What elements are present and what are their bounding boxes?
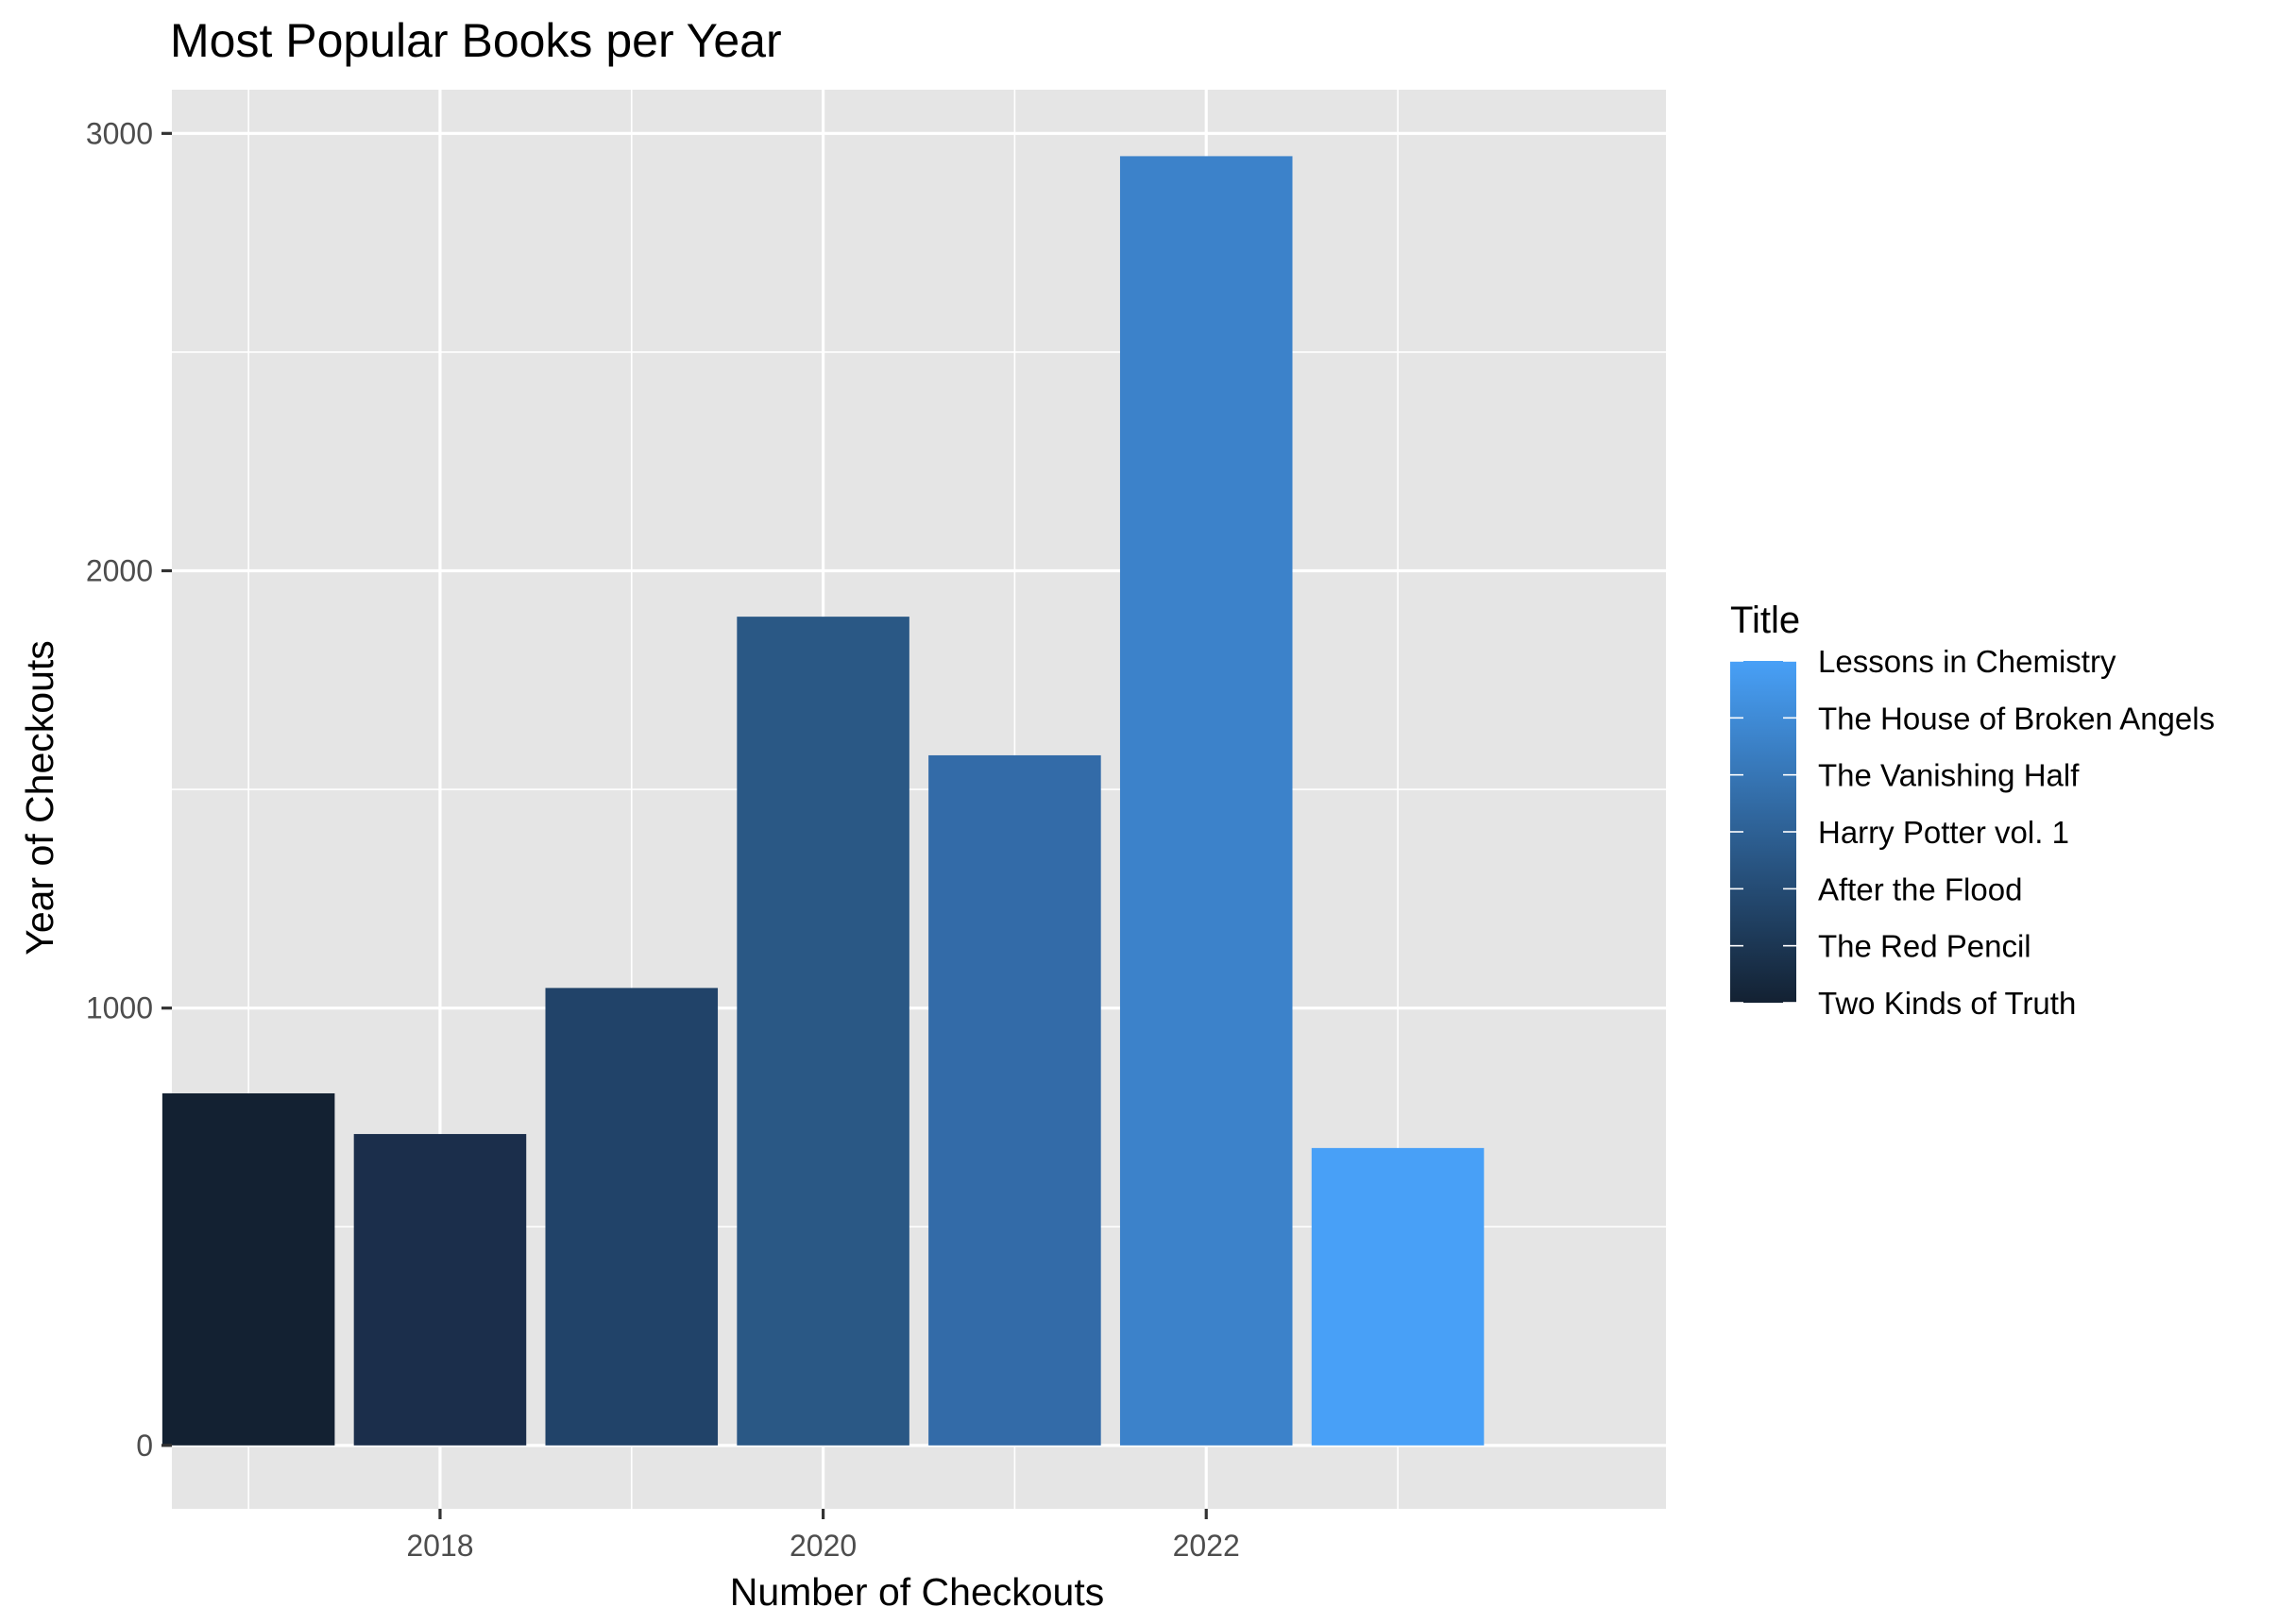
legend-title: Title bbox=[1730, 600, 1800, 641]
legend-label: Harry Potter vol. 1 bbox=[1818, 815, 2069, 850]
bar-2017 bbox=[161, 1092, 335, 1446]
bar-2021 bbox=[928, 754, 1101, 1446]
x-tick-label: 2020 bbox=[790, 1529, 857, 1563]
bars bbox=[161, 156, 1485, 1446]
legend-label: After the Flood bbox=[1818, 871, 2022, 906]
x-tick-label: 2022 bbox=[1173, 1529, 1240, 1563]
bar-2022 bbox=[1119, 156, 1293, 1446]
bar-2019 bbox=[545, 988, 719, 1446]
y-tick-label: 0 bbox=[136, 1429, 153, 1463]
bar-2023 bbox=[1311, 1147, 1485, 1446]
legend-label: Two Kinds of Truth bbox=[1818, 986, 2076, 1021]
bar-2020 bbox=[737, 617, 909, 1446]
legend-label: Lessons in Chemistry bbox=[1818, 644, 2116, 679]
legend-label: The Red Pencil bbox=[1818, 929, 2031, 964]
x-axis-title: Number of Checkouts bbox=[730, 1570, 1105, 1614]
y-tick-label: 1000 bbox=[86, 991, 153, 1025]
y-axis: 0 1000 2000 3000 bbox=[86, 116, 172, 1463]
legend-labels: Lessons in Chemistry The House of Broken … bbox=[1818, 644, 2215, 1021]
legend: Title Lessons in Chemistry The House of B… bbox=[1730, 600, 2215, 1021]
bar-2018 bbox=[353, 1134, 527, 1446]
legend-label: The House of Broken Angels bbox=[1818, 701, 2215, 736]
y-tick-label: 3000 bbox=[86, 116, 153, 150]
chart-title: Most Popular Books per Year bbox=[170, 14, 782, 67]
y-tick-label: 2000 bbox=[86, 553, 153, 587]
legend-ticks bbox=[1730, 660, 1796, 1004]
y-axis-title: Year of Checkouts bbox=[18, 640, 61, 956]
x-axis: 2018 2020 2022 bbox=[406, 1509, 1240, 1563]
legend-label: The Vanishing Half bbox=[1818, 758, 2080, 793]
x-tick-label: 2018 bbox=[406, 1529, 473, 1563]
